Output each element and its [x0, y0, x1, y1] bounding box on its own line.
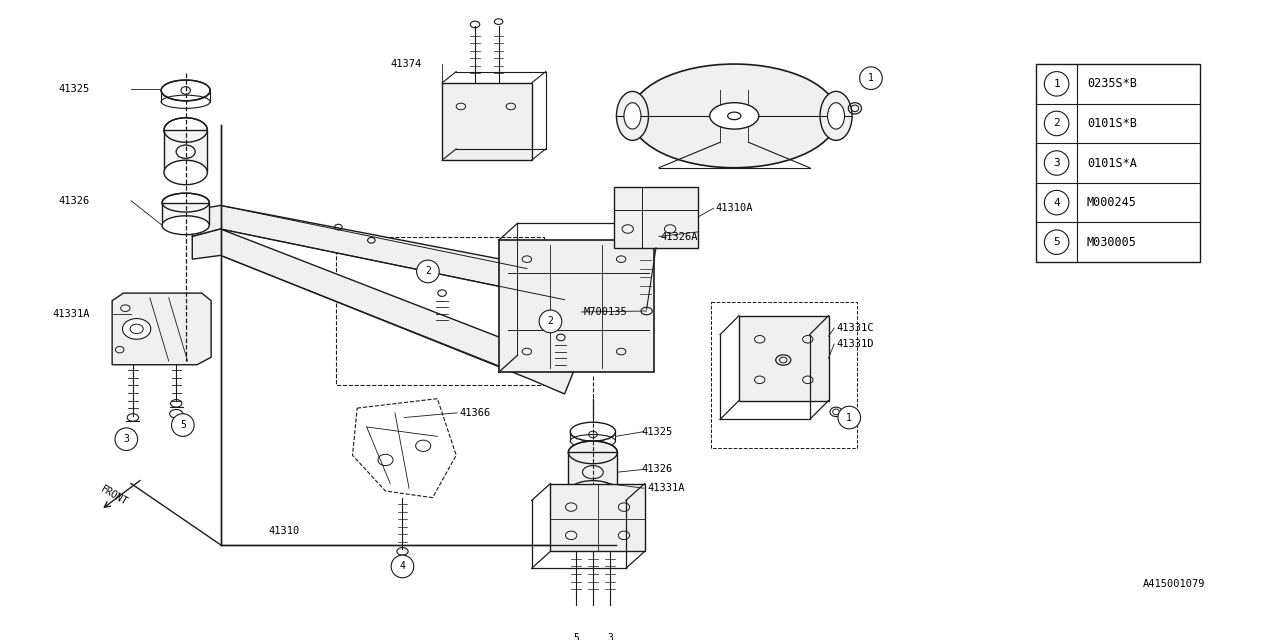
Text: 41326: 41326: [641, 465, 673, 474]
Ellipse shape: [568, 481, 617, 503]
Text: 5: 5: [1053, 237, 1060, 247]
Circle shape: [564, 627, 588, 640]
Text: 5: 5: [573, 633, 579, 640]
Text: 41331A: 41331A: [648, 483, 685, 493]
Ellipse shape: [631, 64, 838, 168]
Text: M000245: M000245: [1087, 196, 1137, 209]
Polygon shape: [192, 229, 573, 394]
Bar: [499, 240, 654, 372]
Ellipse shape: [623, 102, 641, 129]
Text: 41366: 41366: [460, 408, 490, 418]
Ellipse shape: [709, 102, 759, 129]
Bar: [550, 483, 645, 552]
Text: 2: 2: [1053, 118, 1060, 129]
Circle shape: [1044, 111, 1069, 136]
Circle shape: [1044, 190, 1069, 215]
Ellipse shape: [163, 216, 209, 235]
Bar: [739, 316, 828, 401]
Polygon shape: [113, 293, 211, 365]
Text: A415001079: A415001079: [1143, 579, 1206, 589]
Ellipse shape: [123, 319, 151, 339]
Circle shape: [539, 310, 562, 333]
Bar: [337, 237, 544, 385]
Text: 41325: 41325: [641, 427, 673, 436]
Text: 4: 4: [399, 561, 406, 572]
Ellipse shape: [164, 160, 207, 185]
Circle shape: [416, 260, 439, 283]
Bar: [1036, 64, 1199, 262]
Ellipse shape: [617, 92, 649, 140]
Text: M030005: M030005: [1087, 236, 1137, 249]
Circle shape: [838, 406, 860, 429]
Text: 41331C: 41331C: [836, 323, 873, 333]
Circle shape: [599, 627, 621, 640]
Bar: [163, 203, 209, 225]
Text: 4: 4: [1053, 198, 1060, 207]
Text: 3: 3: [607, 633, 613, 640]
Text: 0101S*B: 0101S*B: [1087, 117, 1137, 130]
Circle shape: [1044, 230, 1069, 255]
Bar: [710, 301, 856, 448]
Text: 41310: 41310: [269, 525, 300, 536]
Ellipse shape: [820, 92, 852, 140]
Text: 41331D: 41331D: [836, 339, 873, 349]
Bar: [164, 130, 207, 172]
Text: 0235S*B: 0235S*B: [1087, 77, 1137, 90]
Text: 1: 1: [868, 73, 874, 83]
Text: FRONT: FRONT: [99, 484, 129, 508]
Text: 3: 3: [123, 434, 129, 444]
Ellipse shape: [177, 145, 195, 158]
Text: M700135: M700135: [584, 307, 627, 317]
Text: 2: 2: [425, 266, 431, 276]
Text: 3: 3: [1053, 158, 1060, 168]
Text: 41310A: 41310A: [716, 204, 753, 213]
Text: 41326: 41326: [59, 196, 90, 205]
Circle shape: [392, 555, 413, 578]
Text: 5: 5: [180, 420, 186, 430]
Text: 41331A: 41331A: [52, 309, 90, 319]
Text: 1: 1: [1053, 79, 1060, 89]
Ellipse shape: [568, 441, 617, 464]
Text: 41326A: 41326A: [660, 232, 698, 241]
Text: 2: 2: [548, 316, 553, 326]
Text: 41325: 41325: [59, 84, 90, 95]
Circle shape: [1044, 72, 1069, 96]
Text: 41374: 41374: [390, 59, 421, 69]
Bar: [568, 452, 617, 492]
Text: 1: 1: [846, 413, 852, 422]
Circle shape: [860, 67, 882, 90]
Text: 0101S*A: 0101S*A: [1087, 157, 1137, 170]
Ellipse shape: [828, 102, 845, 129]
Circle shape: [172, 413, 195, 436]
Circle shape: [1044, 151, 1069, 175]
Bar: [442, 83, 531, 160]
Polygon shape: [192, 205, 584, 300]
Circle shape: [115, 428, 137, 451]
Bar: [613, 187, 699, 248]
